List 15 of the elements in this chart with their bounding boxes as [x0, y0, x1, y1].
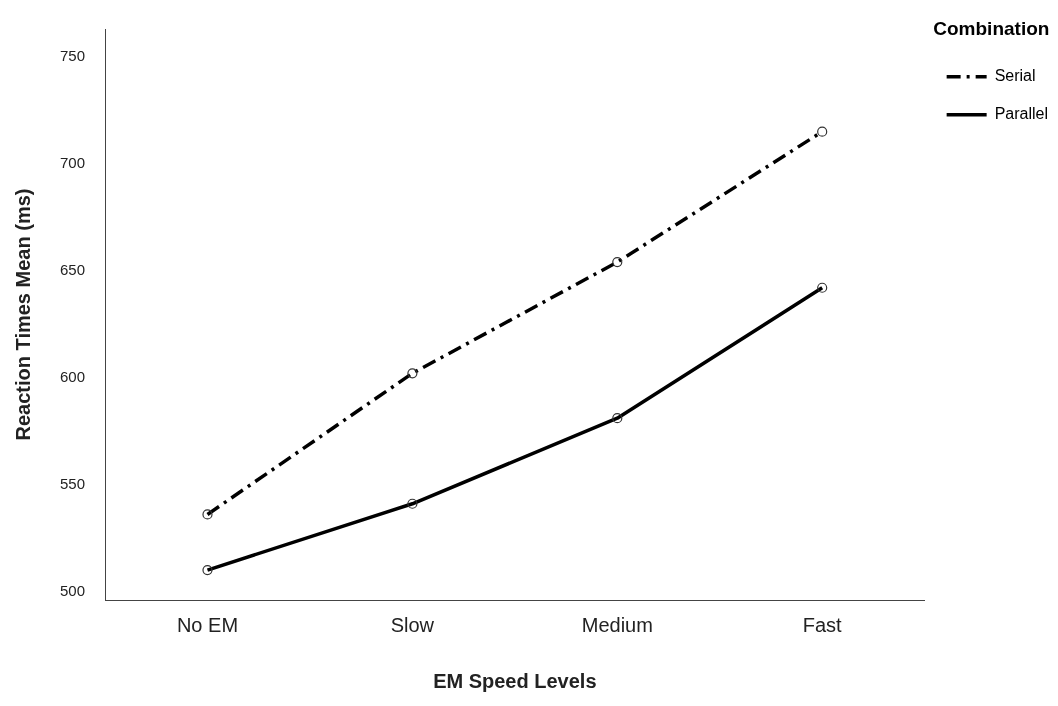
x-axis-title: EM Speed Levels	[433, 669, 597, 692]
y-tick-label: 650	[60, 260, 86, 278]
legend-label: Serial	[994, 67, 1036, 85]
legend-label: Parallel	[994, 105, 1048, 123]
y-tick-label: 500	[60, 581, 86, 599]
y-tick-label: 700	[60, 153, 86, 171]
y-tick-label: 550	[60, 474, 86, 492]
legend-title: Combination	[933, 17, 1050, 39]
x-tick-label: Medium	[581, 613, 653, 636]
y-tick-label: 750	[60, 46, 86, 64]
y-tick-label: 600	[60, 367, 86, 385]
y-axis-title: Reaction Times Mean (ms)	[11, 188, 34, 441]
x-tick-label: Fast	[802, 613, 843, 636]
x-tick-label: Slow	[390, 613, 435, 636]
x-tick-label: No EM	[176, 613, 239, 636]
